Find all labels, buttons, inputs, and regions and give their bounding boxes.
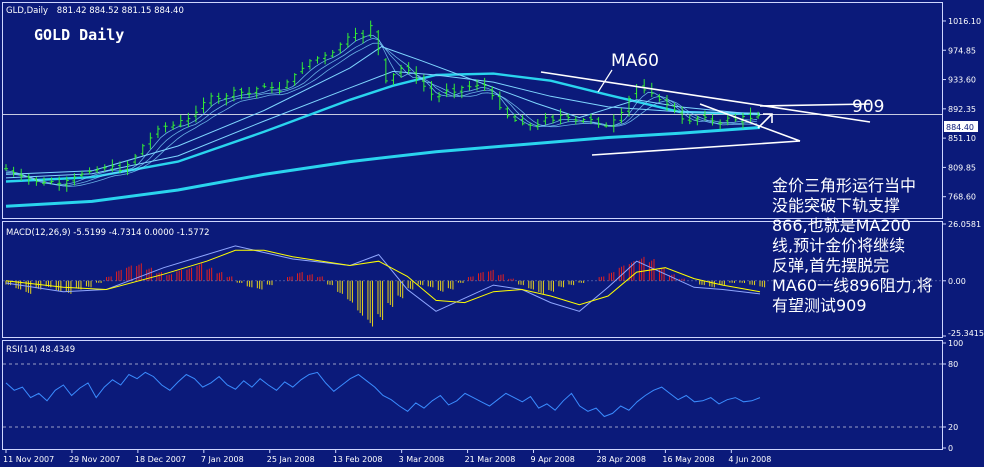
date-tick-label: 7 Jan 2008	[201, 455, 244, 464]
big-title: GOLD Daily	[34, 26, 124, 44]
price-y-tick-label: 1016.10	[948, 17, 981, 26]
commentary-line-3: 866,也就是MA200	[772, 216, 911, 235]
macd-y-tick-label: 26.0581	[948, 220, 981, 229]
commentary: 金价三角形运行当中 没能突破下轨支撑 866,也就是MA200 线,预计金价将继…	[772, 176, 933, 315]
price-panel	[3, 20, 942, 208]
rsi-title: RSI(14) 48.4349	[6, 345, 75, 355]
commentary-line-2: 没能突破下轨支撑	[772, 196, 900, 215]
annotation-909: 909	[852, 97, 884, 117]
rsi-y-tick-label: 20	[948, 423, 958, 432]
price-y-tick-label: 892.35	[948, 105, 976, 114]
date-tick-label: 3 Mar 2008	[399, 455, 445, 464]
last-price-box	[944, 121, 978, 132]
date-tick-label: 9 Apr 2008	[531, 455, 575, 464]
date-tick-label: 25 Jan 2008	[267, 455, 315, 464]
date-tick-label: 11 Nov 2007	[3, 455, 54, 464]
rsi-panel	[3, 363, 942, 428]
last-price-label: 884.40	[946, 123, 974, 132]
price-panel-frame	[2, 2, 943, 219]
commentary-line-6: MA60一线896阻力,将	[772, 276, 933, 295]
commentary-line-5: 反弹,首先摆脱完	[772, 256, 889, 275]
ma-line-ma60	[5, 72, 761, 183]
ma-ribbon-line	[5, 37, 758, 187]
date-tick-label: 4 Jun 2008	[728, 455, 771, 464]
macd-y-tick-label: 0.00	[948, 277, 966, 286]
rsi-y-tick-label: 100	[948, 339, 963, 348]
macd-y-tick-label: -25.3415	[948, 329, 984, 338]
price-y-tick-label: 933.60	[948, 76, 976, 85]
breakout-arrow	[757, 113, 773, 129]
commentary-line-7: 有望测试909	[772, 296, 867, 315]
macd-panel	[3, 245, 942, 327]
panel-frames	[2, 2, 943, 450]
triangle-lower-line	[591, 140, 801, 156]
ma-ribbon-line	[5, 42, 758, 187]
macd-line-signal	[5, 249, 761, 306]
ma-line-ma200	[5, 126, 761, 208]
resistance-909-line	[759, 103, 871, 107]
commentary-line-4: 线,预计金价将继续	[772, 236, 905, 255]
date-tick-label: 16 May 2008	[662, 455, 714, 464]
date-tick-label: 13 Feb 2008	[333, 455, 383, 464]
ma60-annotation: MA60	[611, 51, 659, 71]
rsi-line	[5, 371, 761, 418]
macd-panel-frame	[2, 221, 943, 338]
price-y-tick-label: 851.10	[948, 134, 976, 143]
macd-line-macd	[5, 245, 761, 312]
last-price-marker: 884.40	[944, 121, 978, 132]
rsi-y-tick-label: 80	[948, 360, 958, 369]
price-y-tick-label: 809.85	[948, 163, 976, 172]
price-y-tick-label: 974.85	[948, 46, 976, 55]
commentary-line-1: 金价三角形运行当中	[772, 176, 916, 195]
price-y-tick-label: 768.60	[948, 193, 976, 202]
ma-line-ma20	[5, 46, 761, 175]
axis-layer: 1016.10 974.85 933.60 892.35 851.10 809.85 768…	[3, 17, 984, 464]
date-tick-label: 18 Dec 2007	[135, 455, 186, 464]
date-tick-label: 29 Nov 2007	[69, 455, 120, 464]
date-tick-label: 21 Mar 2008	[465, 455, 516, 464]
rsi-y-tick-label: 0	[948, 444, 953, 453]
macd-title: MACD(12,26,9) -5.5199 -4.7314 0.0000 -1.…	[6, 228, 210, 238]
triangle-apex-line	[699, 103, 801, 142]
triangle-upper-line	[540, 71, 871, 123]
ticker-label: GLD,Daily 881.42 884.52 881.15 884.40	[6, 6, 184, 16]
date-tick-label: 28 Apr 2008	[596, 455, 645, 464]
rsi-panel-frame	[2, 340, 943, 450]
ma60-pointer	[597, 69, 613, 93]
